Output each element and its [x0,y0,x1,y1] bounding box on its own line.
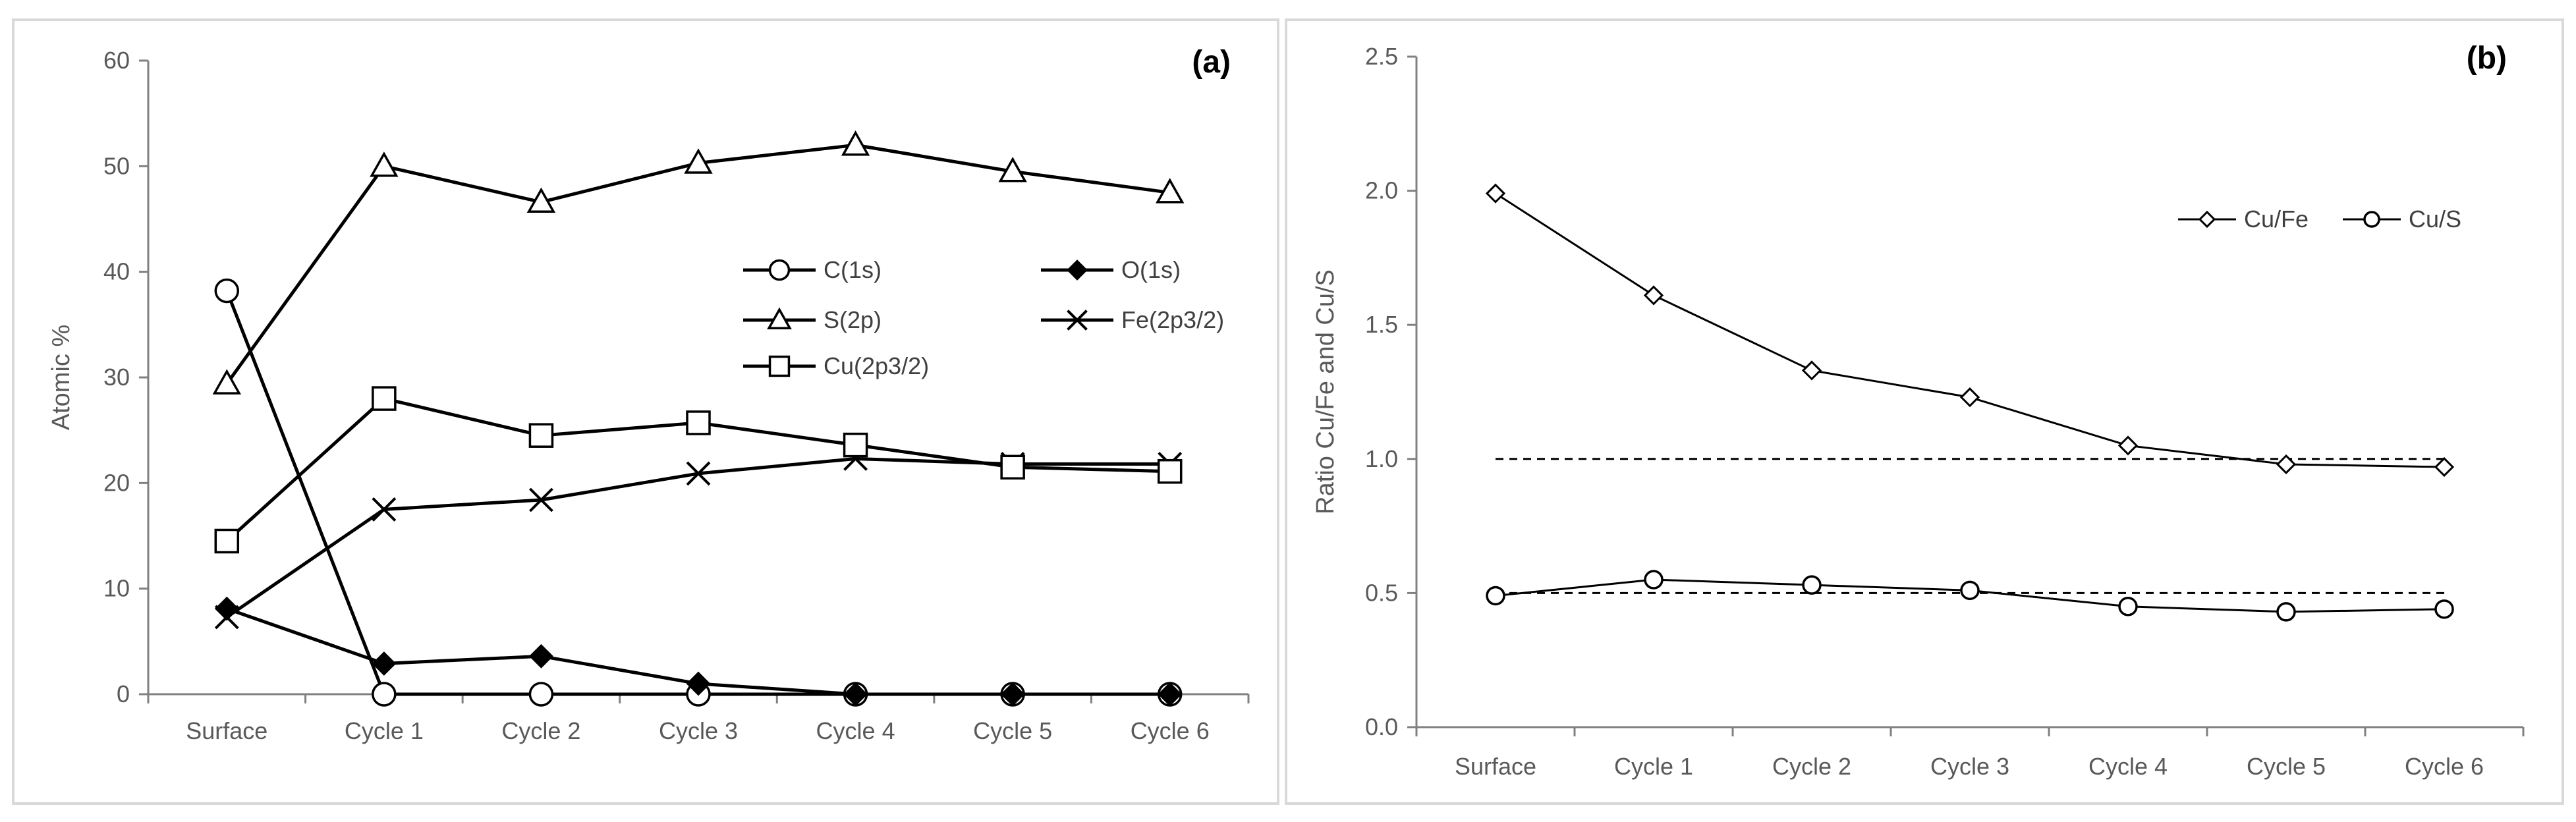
data-point-cu-2p3-2-cycle-1 [372,386,397,411]
data-point-o-1s-cycle-3 [686,671,711,696]
data-point-o-1s-cycle-5 [1000,682,1025,707]
legend-label-cu-fe: Cu/Fe [2244,206,2309,233]
y-tick-label: 2.5 [1365,43,1398,70]
legend-label-s-2p: S(2p) [824,306,882,333]
data-point-cu-2p3-2-cycle-5 [1000,454,1025,480]
data-point-c-1s-cycle-1 [372,682,397,707]
x-tick-label-cycle-6: Cycle 6 [1131,717,1210,744]
data-point-o-1s-cycle-2 [529,644,553,669]
data-point-cu-s-cycle-3 [1960,580,1980,601]
series-s-2p [212,130,1185,395]
y-tick-label: 50 [103,152,130,179]
y-axis-title: Atomic % [47,325,75,430]
data-point-cu-s-surface [1486,586,1505,606]
y-tick-label: 1.5 [1365,311,1398,338]
y-tick-label: 10 [103,575,130,602]
series-cu-fe [1485,183,2455,478]
panel-border [12,18,1279,805]
data-point-cu-fe-cycle-5 [2276,454,2297,475]
x-tick-label-cycle-3: Cycle 3 [1930,753,2009,780]
data-point-cu-2p3-2-cycle-2 [528,423,554,448]
data-point-fe-2p3-2-cycle-2 [529,487,553,512]
data-point-cu-s-cycle-1 [1644,570,1664,589]
data-point-fe-2p3-2-cycle-3 [686,461,711,486]
data-point-cu-fe-cycle-3 [1959,387,1980,408]
x-tick-label-cycle-2: Cycle 2 [501,717,580,744]
data-point-fe-2p3-2-cycle-1 [372,497,397,522]
legend-marker-c-1s [768,259,791,281]
data-point-c-1s-cycle-2 [528,682,554,707]
x-tick-label-cycle-1: Cycle 1 [345,717,424,744]
data-point-s-2p-cycle-3 [684,148,713,174]
data-point-cu-s-cycle-2 [1802,575,1822,595]
data-point-cu-fe-cycle-1 [1643,285,1664,306]
legend-marker-o-1s [1067,260,1088,281]
x-tick-label-cycle-2: Cycle 2 [1772,753,1851,780]
series-o-1s [214,596,1183,707]
data-point-s-2p-cycle-2 [526,187,556,213]
y-tick-label: 1.0 [1365,445,1398,472]
x-tick-label-surface: Surface [1455,753,1536,780]
x-tick-label-cycle-5: Cycle 5 [2247,753,2326,780]
data-point-cu-s-cycle-6 [2434,599,2454,619]
y-tick-label: 0.5 [1365,579,1398,606]
data-point-o-1s-cycle-4 [843,682,868,707]
x-tick-label-cycle-6: Cycle 6 [2405,753,2484,780]
x-tick-label-cycle-3: Cycle 3 [659,717,738,744]
y-tick-label: 30 [103,364,130,391]
y-tick-label: 60 [103,47,130,74]
legend-label-o-1s: O(1s) [1121,256,1181,283]
data-point-cu-2p3-2-cycle-4 [843,432,868,458]
y-axis-title: Ratio Cu/Fe and Cu/S [1312,269,1339,514]
data-point-cu-s-cycle-4 [2118,597,2138,616]
data-point-cu-fe-surface [1485,183,1506,204]
legend-marker-cu-2p3-2 [768,355,791,377]
legend: C(1s) O(1s) S(2p) Fe(2p3/2) Cu(2p3/2) [743,256,1224,379]
panel-a-atomic-percent-chart: 0 10 20 30 40 50 60 Surface Cycle 1 Cycle 2 Cycle … [12,18,1279,805]
data-point-s-2p-cycle-4 [841,130,870,156]
data-point-cu-2p3-2-surface [214,528,240,554]
series-cu-2p3-2 [214,386,1183,554]
data-point-cu-2p3-2-cycle-6 [1157,458,1183,484]
panel-border [1285,18,2564,805]
data-point-o-1s-cycle-6 [1158,682,1183,707]
panel-b-ratio-chart: 0.0 0.5 1.0 1.5 2.0 2.5 Surface Cycle 1 Cycle 2 C… [1285,18,2564,805]
data-point-o-1s-cycle-1 [372,651,397,676]
x-tick-label-cycle-5: Cycle 5 [973,717,1052,744]
legend-marker-cu-fe [2198,210,2216,229]
series-cu-s [1486,570,2454,622]
legend-marker-s-2p [767,307,792,330]
x-tick-label-cycle-4: Cycle 4 [816,717,895,744]
legend: Cu/Fe Cu/S [2178,206,2461,233]
legend-label-cu-2p3-2: Cu(2p3/2) [824,352,929,379]
legend-marker-fe-2p3-2 [1067,310,1088,331]
y-tick-label: 0.0 [1365,713,1398,740]
data-point-cu-s-cycle-5 [2276,602,2296,622]
data-point-s-2p-surface [212,369,241,395]
data-point-cu-fe-cycle-2 [1801,360,1822,381]
y-tick-label: 0 [117,680,130,707]
y-tick-label: 20 [103,469,130,496]
x-tick-label-surface: Surface [186,717,267,744]
data-point-cu-fe-cycle-4 [2117,435,2139,456]
y-tick-label: 2.0 [1365,177,1398,204]
data-point-cu-2p3-2-cycle-3 [686,410,711,435]
x-tick-label-cycle-4: Cycle 4 [2088,753,2168,780]
x-tick-label-cycle-1: Cycle 1 [1614,753,1693,780]
legend-label-fe-2p3-2: Fe(2p3/2) [1121,306,1224,333]
panel-label: (a) [1192,45,1231,80]
data-point-s-2p-cycle-1 [370,151,399,177]
panel-label: (b) [2467,41,2507,76]
data-point-c-1s-surface [214,278,240,304]
data-point-s-2p-cycle-5 [998,157,1027,182]
legend-marker-cu-s [2363,211,2380,228]
data-point-cu-fe-cycle-6 [2434,456,2455,478]
legend-label-cu-s: Cu/S [2409,206,2461,233]
data-point-fe-2p3-2-surface [214,605,239,630]
legend-label-c-1s: C(1s) [824,256,882,283]
data-point-s-2p-cycle-6 [1156,178,1185,204]
y-tick-label: 40 [103,258,130,285]
